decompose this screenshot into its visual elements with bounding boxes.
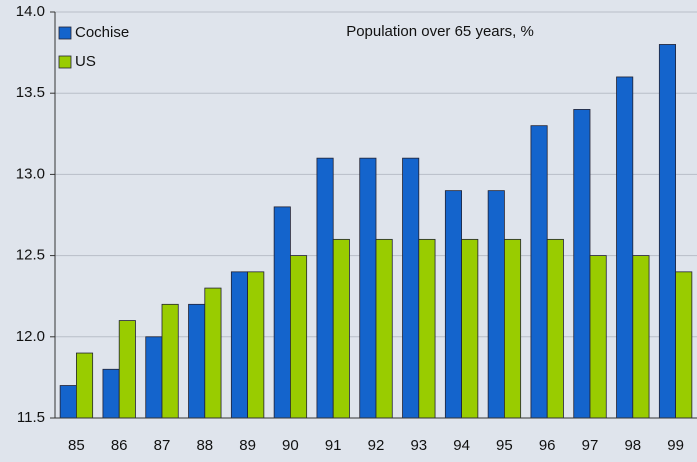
bar [188, 303, 206, 419]
bar [546, 238, 564, 419]
x-tick-label: 91 [325, 437, 342, 454]
x-tick-label: 87 [154, 437, 171, 454]
x-tick-label: 96 [539, 437, 556, 454]
bar [487, 190, 505, 419]
bar [418, 238, 436, 419]
bar [145, 336, 163, 419]
y-tick-label: 11.5 [17, 409, 45, 426]
bar [675, 271, 693, 419]
bar [76, 352, 94, 419]
x-tick-label: 99 [667, 437, 684, 454]
bar [375, 238, 393, 419]
bar [658, 44, 676, 419]
bar [573, 109, 591, 419]
y-tick-label: 13.5 [16, 84, 45, 101]
bar [289, 255, 308, 419]
y-tick-label: 14.0 [16, 3, 45, 20]
legend-label: US [75, 53, 96, 70]
legend-label: Cochise [75, 24, 129, 41]
bar [503, 238, 522, 419]
bar [161, 303, 179, 419]
x-tick-label: 85 [68, 437, 85, 454]
bar [204, 287, 222, 419]
x-tick-label: 89 [239, 437, 256, 454]
y-tick-label: 12.0 [16, 328, 45, 345]
x-tick-label: 88 [196, 437, 213, 454]
x-tick-label: 97 [582, 437, 599, 454]
bar [402, 157, 420, 419]
bar [461, 238, 479, 419]
y-tick-label: 12.5 [16, 247, 45, 264]
bar [616, 76, 634, 419]
x-tick-label: 95 [496, 437, 513, 454]
y-tick-label: 13.0 [16, 165, 45, 182]
x-tick-label: 94 [453, 437, 470, 454]
bar [589, 255, 607, 419]
bar [230, 271, 248, 419]
bar [247, 271, 265, 419]
bar [316, 157, 334, 419]
bar [359, 157, 377, 419]
legend-swatch [58, 26, 72, 40]
chart-title: Population over 65 years, % [346, 23, 534, 40]
bar [444, 190, 462, 419]
bar [59, 385, 77, 419]
bar [632, 255, 650, 419]
bar [273, 206, 291, 419]
bar [332, 238, 350, 419]
x-tick-label: 86 [111, 437, 128, 454]
bar [102, 368, 120, 419]
x-tick-label: 93 [410, 437, 427, 454]
bar [530, 125, 548, 419]
bar [118, 320, 136, 419]
legend-swatch [58, 55, 72, 69]
x-tick-label: 98 [624, 437, 641, 454]
x-tick-label: 90 [282, 437, 299, 454]
x-tick-label: 92 [368, 437, 385, 454]
